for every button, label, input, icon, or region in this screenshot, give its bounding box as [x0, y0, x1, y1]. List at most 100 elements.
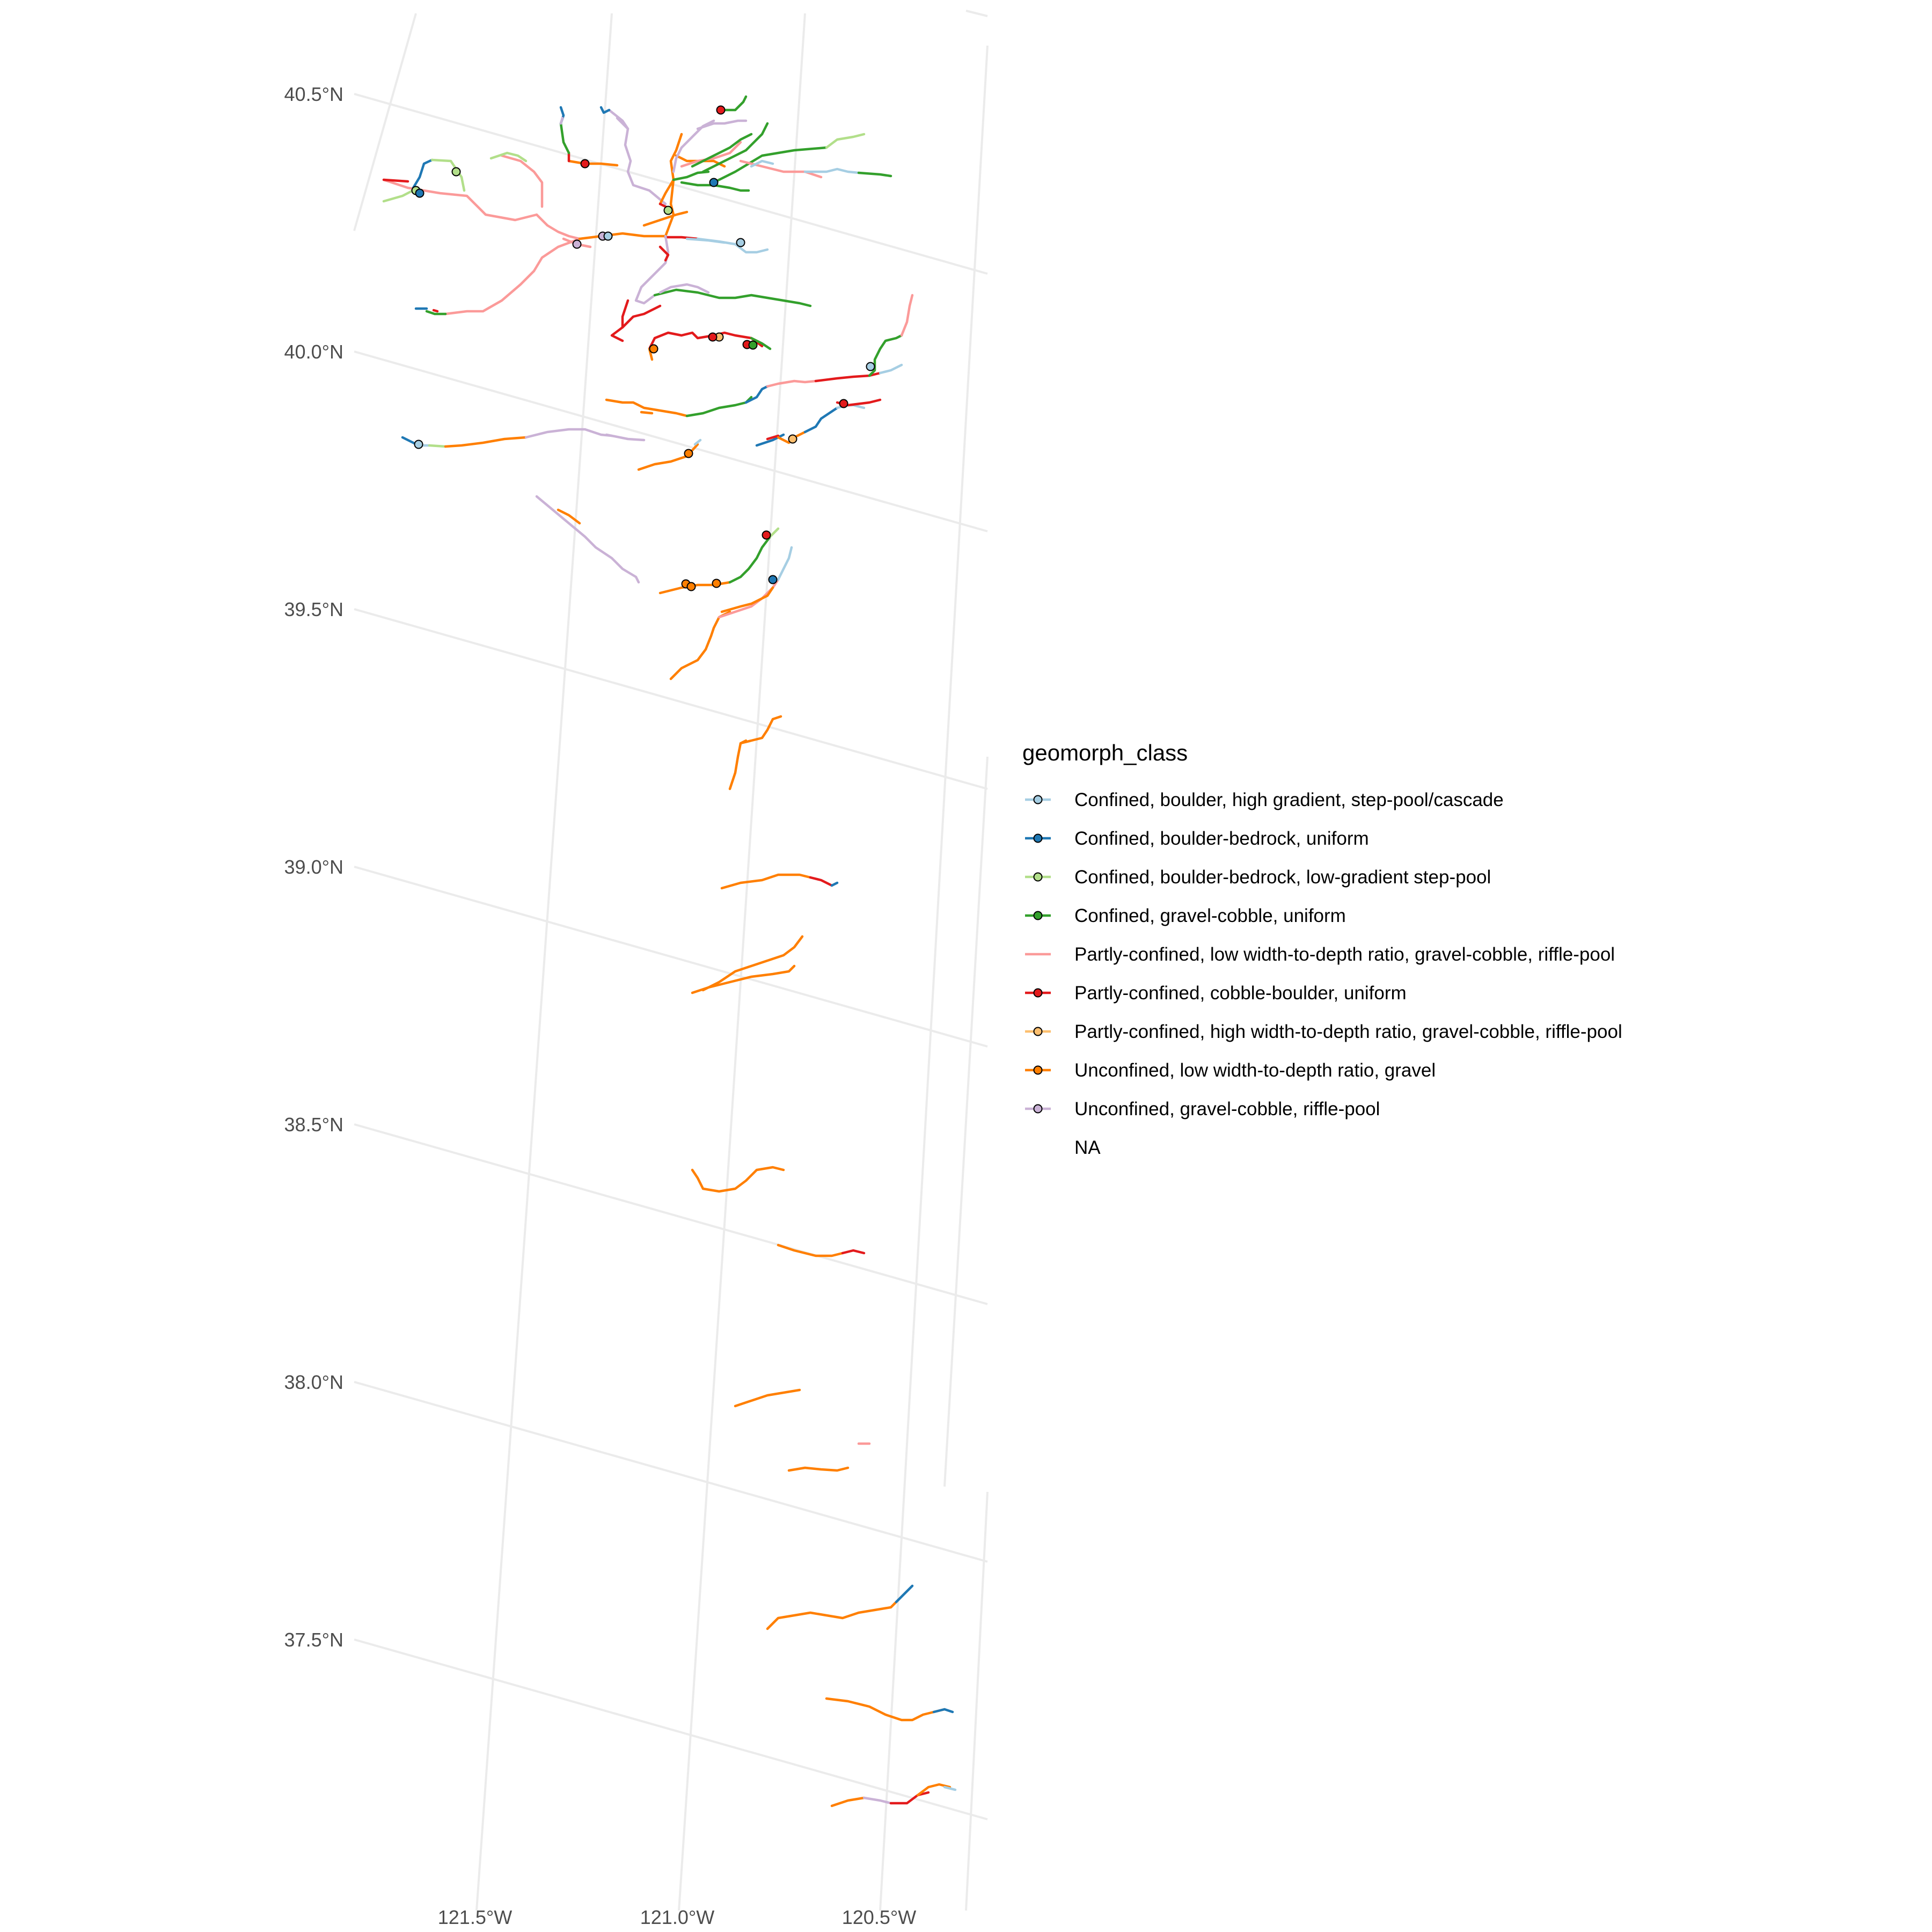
lon-label: 120.5°W	[842, 1906, 916, 1928]
site-point-c3	[451, 167, 461, 177]
site-point-c2	[415, 188, 425, 198]
legend-item-c5: Partly-confined, low width-to-depth rati…	[1025, 944, 1615, 965]
legend-item-c8: Unconfined, low width-to-depth ratio, gr…	[1025, 1060, 1436, 1081]
stream-reach-c3	[825, 133, 866, 149]
stream-reach-c2	[830, 881, 839, 887]
stream-reach-c9	[658, 283, 710, 294]
stream-reach-c8	[567, 159, 619, 167]
stream-reach-c8	[830, 1796, 866, 1807]
stream-reach-c9	[605, 433, 646, 442]
stream-reach-c4	[653, 288, 812, 308]
legend-item-na: NA	[1074, 1137, 1101, 1158]
stream-reach-c3	[430, 158, 466, 192]
stream-reach-c8	[916, 1783, 952, 1797]
stream-reach-c2	[599, 106, 611, 114]
stream-reach-c8	[557, 508, 581, 525]
stream-reach-c9	[862, 1796, 892, 1805]
site-point-c6	[580, 159, 590, 169]
legend-key-point	[1033, 795, 1043, 804]
stream-reach-c6	[432, 309, 439, 313]
legend-item-c9: Unconfined, gravel-cobble, riffle-pool	[1025, 1099, 1380, 1119]
stream-reach-c4	[712, 146, 828, 184]
stream-reach-c5	[444, 237, 581, 316]
lat-label: 40.0°N	[284, 341, 343, 363]
graticule-lat-edge-top	[965, 10, 988, 17]
stream-reach-c1	[879, 363, 903, 375]
legend-key-point	[1033, 911, 1043, 920]
site-point-c1	[866, 362, 875, 371]
stream-reach-c4	[425, 310, 447, 316]
stream-reach-c5	[739, 159, 823, 179]
stream-reach-c6	[658, 245, 670, 262]
stream-reach-c8	[739, 715, 782, 745]
stream-reach-c9	[696, 119, 748, 130]
stream-reach-c8	[578, 232, 667, 240]
stream-reach-c4	[685, 396, 753, 418]
stream-reach-c4	[691, 133, 753, 168]
graticule-lat-40-0	[354, 350, 988, 532]
stream-reach-c3	[382, 187, 418, 203]
stream-reach-c8	[777, 1243, 844, 1257]
stream-reach-c3	[428, 444, 447, 448]
latitude-axis-labels: 40.5°N 40.0°N 39.5°N 39.0°N 38.5°N 38.0°N 37.5…	[284, 83, 343, 1651]
graticule-lon-120-5b	[943, 756, 989, 1487]
lat-label: 40.5°N	[284, 83, 343, 105]
legend-label: Unconfined, gravel-cobble, riffle-pool	[1074, 1099, 1380, 1119]
legend-label: Partly-confined, cobble-boulder, uniform	[1074, 983, 1407, 1004]
stream-reach-c8	[720, 586, 774, 613]
stream-reach-c4	[672, 170, 710, 181]
stream-reach-c9	[672, 119, 715, 173]
site-point-c1	[736, 238, 745, 247]
legend-item-c2: Confined, boulder-bedrock, uniform	[1025, 828, 1369, 849]
stream-reach-c4	[718, 95, 748, 112]
stream-reach-c1	[777, 546, 793, 581]
site-points	[411, 105, 875, 591]
stream-reach-c8	[640, 411, 654, 415]
lat-label: 39.0°N	[284, 856, 343, 878]
stream-reach-c8	[701, 935, 804, 992]
lat-label: 38.5°N	[284, 1114, 343, 1136]
stream-reach-c4	[857, 171, 892, 178]
stream-reach-c6	[889, 1791, 930, 1805]
stream-reach-c1	[693, 438, 702, 446]
site-point-c6	[716, 105, 726, 115]
legend-label: Unconfined, low width-to-depth ratio, gr…	[1074, 1060, 1436, 1081]
site-point-c4	[748, 340, 758, 350]
stream-reach-c2	[803, 406, 839, 434]
lat-label: 37.5°N	[284, 1629, 343, 1651]
site-point-c1	[414, 440, 423, 449]
stream-reach-c1	[803, 167, 860, 174]
stream-reach-c2	[932, 1708, 954, 1714]
site-point-c7	[788, 434, 797, 444]
legend-label: Confined, boulder-bedrock, uniform	[1074, 828, 1369, 849]
stream-reach-c4	[701, 122, 769, 173]
stream-reach-c6	[648, 331, 764, 350]
stream-reach-c8	[691, 1166, 785, 1193]
legend-key-point	[1033, 1065, 1043, 1075]
site-point-c6	[708, 332, 718, 342]
stream-reach-c9	[559, 116, 564, 125]
stream-reach-c8	[825, 1697, 946, 1722]
stream-reach-c8	[766, 1600, 898, 1630]
legend: geomorph_class Confined, boulder, high gr…	[1022, 740, 1622, 1158]
legend-label: NA	[1074, 1137, 1101, 1158]
legend-item-c4: Confined, gravel-cobble, uniform	[1025, 905, 1346, 926]
stream-reach-c2	[412, 158, 434, 189]
stream-reach-c5	[382, 178, 538, 222]
stream-reach-c9	[608, 108, 630, 130]
stream-reach-c4	[868, 334, 903, 377]
graticule-lat-39-5	[354, 608, 988, 790]
stream-reach-c3	[769, 527, 780, 538]
site-point-c8	[684, 449, 693, 458]
stream-reach-c6	[610, 299, 630, 342]
stream-reach-c3	[489, 151, 528, 163]
stream-reach-c1	[943, 1785, 957, 1791]
lat-label: 39.5°N	[284, 598, 343, 620]
graticule-lat-39-0	[354, 866, 988, 1048]
stream-reach-c1	[750, 159, 774, 168]
stream-reach-c8	[605, 398, 689, 418]
legend-item-c3: Confined, boulder-bedrock, low-gradient …	[1025, 867, 1491, 888]
graticule-lat-38-5	[354, 1123, 988, 1305]
stream-reach-c8	[444, 436, 528, 448]
